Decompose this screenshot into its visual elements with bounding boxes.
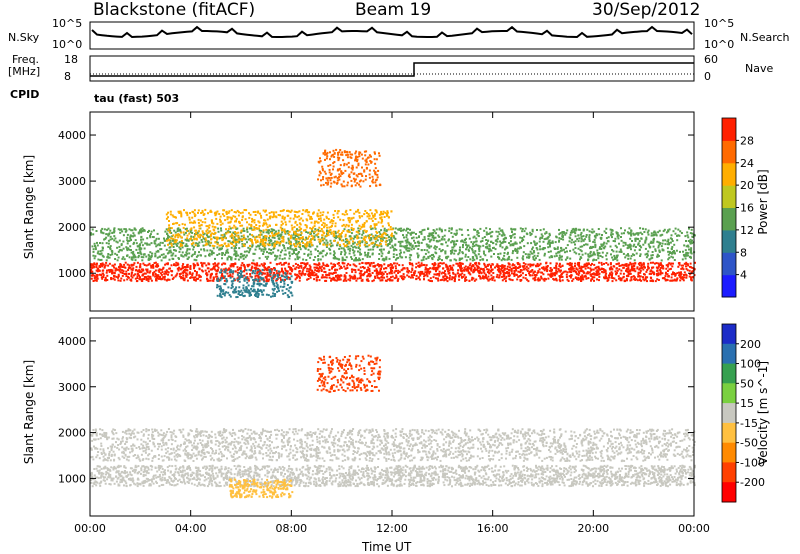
power-colorbar-swatch [722,229,736,253]
power-colorbar-swatch [722,185,736,208]
power-feature-0 [90,261,696,283]
power-feature-4 [216,268,294,299]
xtick-label: 12:00 [376,522,408,535]
power-colorbar-swatch [722,252,736,276]
velocity-colorbar-swatch [722,482,736,503]
velocity-colorbar-swatch [722,383,736,404]
freq-label-1: Freq. [12,53,40,66]
velocity-colorbar-tick-label: -50 [740,437,758,450]
velocity-colorbar-swatch [722,442,736,463]
power-colorbar-tick-label: 4 [740,269,747,282]
velocity-colorbar-swatch [722,462,736,483]
nave-tick-low: 0 [704,70,711,83]
nsearch-tick-low: 10^0 [704,38,735,51]
velocity-feature-0 [90,464,696,488]
nsky-panel-frame [89,21,695,50]
power-colorbar-swatch [722,207,736,231]
nsky-trace [91,25,693,39]
velocity-colorbar-swatch [722,324,736,345]
velocity-ytick-label: 4000 [58,335,86,348]
velocity-colorbar-swatch [722,343,736,365]
date-title: 30/Sep/2012 [592,0,701,20]
velocity-colorbar-swatch [722,403,736,424]
power-colorbar-swatch [722,118,736,141]
nsearch-label: N.Search [740,31,790,44]
power-feature-3 [317,148,382,188]
velocity-colorbar-tick-label: 200 [740,338,761,351]
velocity-feature-2 [228,478,294,499]
xtick-label: 04:00 [175,522,207,535]
velocity-feature-3 [316,354,382,393]
nave-label: Nave [745,62,774,75]
velocity-colorbar-tick-label: 100 [740,358,761,371]
cpid-label: CPID [10,88,40,101]
xtick-label: 00:00 [678,522,710,535]
power-colorbar-swatch [722,140,736,164]
power-colorbar-tick-label: 20 [740,179,754,192]
xtick-label: 08:00 [275,522,307,535]
velocity-colorbar-tick-label: 50 [740,377,754,390]
nsearch-tick-high: 10^5 [704,17,735,30]
top-panels [89,21,695,82]
velocity-colorbar-label: Velocity [m s^-1] [756,360,770,465]
velocity-ytick-label: 1000 [58,472,86,485]
xtick-label: 20:00 [577,522,609,535]
velocity-ylabel: Slant Range [km] [22,359,36,465]
power-colorbar-tick-label: 24 [740,157,754,170]
xtick-label: 00:00 [74,522,106,535]
velocity-colorbar-tick-label: 15 [740,397,754,410]
power-colorbar-label: Power [dB] [756,169,770,235]
power-ytick-label: 4000 [58,129,86,142]
xtick-label: 16:00 [477,522,509,535]
power-colorbar [721,117,737,298]
power-ylabel: Slant Range [km] [22,154,36,260]
freq-tick-low: 8 [64,70,71,83]
nsky-tick-high: 10^5 [52,17,83,30]
site-title: Blackstone (fitACF) [93,0,256,20]
velocity-colorbar [721,323,737,503]
power-data [90,148,696,299]
velocity-ytick-label: 3000 [58,381,86,394]
velocity-colorbar-tick-label: -200 [740,476,765,489]
velocity-feature-1 [90,428,696,463]
x-axis-title: Time UT [362,540,412,554]
freq-trace [90,62,694,77]
cpid-value: tau (fast) 503 [94,92,180,105]
velocity-colorbar-tick-label: -100 [740,456,765,469]
freq-panel-frame [89,55,695,82]
velocity-data [90,354,696,499]
power-ytick-label: 2000 [58,221,86,234]
power-ytick-label: 1000 [58,267,86,280]
velocity-colorbar-tick-label: -15 [740,417,758,430]
power-colorbar-tick-label: 12 [740,224,754,237]
freq-tick-high: 18 [64,53,78,66]
power-colorbar-swatch [722,162,736,186]
freq-label-2: [MHz] [8,65,41,78]
power-ytick-label: 3000 [58,175,86,188]
power-colorbar-tick-label: 8 [740,246,747,259]
nsky-label: N.Sky [8,31,40,44]
velocity-colorbar-swatch [722,422,736,444]
velocity-colorbar-swatch [722,363,736,384]
power-feature-1 [90,227,696,262]
velocity-frame [89,317,695,517]
velocity-ytick-label: 2000 [58,427,86,440]
nave-tick-high: 60 [704,53,718,66]
power-colorbar-tick-label: 16 [740,202,754,215]
power-colorbar-tick-label: 28 [740,134,754,147]
beam-title: Beam 19 [355,0,432,20]
power-colorbar-swatch [722,274,736,298]
power-feature-2 [165,208,394,248]
nsky-tick-low: 10^0 [52,38,83,51]
